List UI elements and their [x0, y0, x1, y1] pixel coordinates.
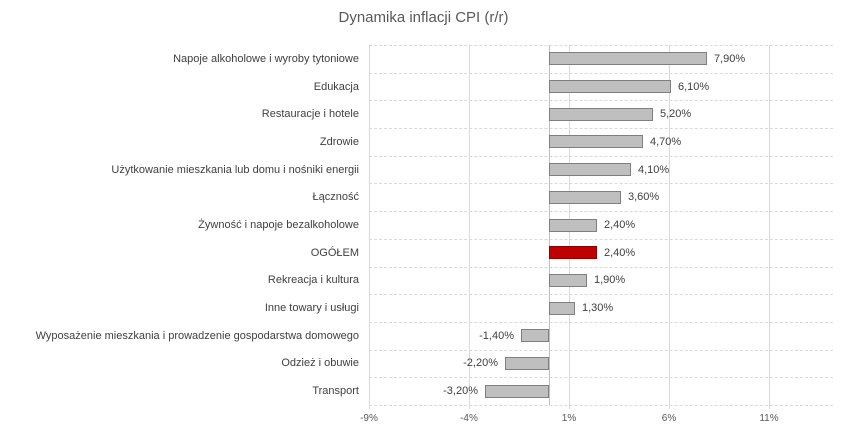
category-label: Edukacja — [313, 81, 359, 93]
category-label: Użytkowanie mieszkania lub domu i nośnik… — [111, 164, 359, 176]
x-gridline — [369, 45, 370, 405]
row-separator-gridline — [369, 73, 833, 74]
bar — [549, 274, 587, 287]
value-label: 4,10% — [638, 164, 670, 176]
x-axis-tick-label: 11% — [759, 413, 779, 424]
bar — [505, 357, 549, 370]
x-axis-tick-label: -4% — [460, 413, 478, 424]
x-axis-tick-label: 1% — [561, 413, 577, 424]
category-label: Żywność i napoje bezalkoholowe — [198, 219, 359, 231]
row-separator-gridline — [369, 294, 833, 295]
row-separator-gridline — [369, 211, 833, 212]
bar — [549, 219, 597, 232]
value-label: 3,60% — [628, 191, 660, 203]
value-label: -2,20% — [463, 357, 498, 369]
value-label: 5,20% — [660, 108, 692, 120]
bar — [521, 329, 549, 342]
category-label: Wyposażenie mieszkania i prowadzenie gos… — [35, 330, 359, 342]
row-separator-gridline — [369, 128, 833, 129]
row-separator-gridline — [369, 267, 833, 268]
value-label: 1,90% — [594, 274, 626, 286]
chart-title: Dynamika inflacji CPI (r/r) — [338, 9, 509, 26]
x-axis-tick-label: 6% — [661, 413, 677, 424]
row-separator-gridline — [369, 377, 833, 378]
x-axis-tick-mark — [769, 405, 770, 409]
bar — [549, 80, 671, 93]
bar — [549, 52, 707, 65]
row-separator-gridline — [369, 239, 833, 240]
category-label: Napoje alkoholowe i wyroby tytoniowe — [173, 53, 359, 65]
bar — [549, 302, 575, 315]
bar — [485, 385, 549, 398]
row-separator-gridline — [369, 45, 833, 46]
value-label: 4,70% — [650, 136, 682, 148]
value-label: 1,30% — [582, 302, 614, 314]
value-label: 2,40% — [604, 247, 636, 259]
value-label: 7,90% — [714, 53, 746, 65]
bar-total-highlighted — [549, 246, 597, 259]
x-axis-tick-label: -9% — [360, 413, 378, 424]
row-separator-gridline — [369, 156, 833, 157]
category-label: Łączność — [312, 191, 359, 203]
row-separator-gridline — [369, 183, 833, 184]
row-separator-gridline — [369, 405, 833, 406]
category-label: Rekreacja i kultura — [267, 274, 359, 286]
bar — [549, 163, 631, 176]
x-axis-tick-mark — [569, 405, 570, 409]
value-label: 6,10% — [678, 81, 710, 93]
x-axis-tick-mark — [469, 405, 470, 409]
bar — [549, 191, 621, 204]
x-gridline — [669, 45, 670, 405]
value-label: 2,40% — [604, 219, 636, 231]
x-gridline — [469, 45, 470, 405]
category-label: Inne towary i usługi — [264, 302, 359, 314]
category-label: OGÓŁEM — [310, 247, 359, 259]
value-label: -1,40% — [479, 330, 514, 342]
row-separator-gridline — [369, 322, 833, 323]
category-label: Zdrowie — [319, 136, 359, 148]
category-label: Odzież i obuwie — [281, 357, 359, 369]
row-separator-gridline — [369, 350, 833, 351]
category-label: Restauracje i hotele — [261, 108, 359, 120]
bar — [549, 108, 653, 121]
bar — [549, 135, 643, 148]
plot-area: 7,90% 6,10% 5,20% 4,70% 4,10% 3,60% 2,40% 2,40%… — [369, 45, 833, 409]
value-label: -3,20% — [443, 385, 478, 397]
row-separator-gridline — [369, 100, 833, 101]
x-gridline — [769, 45, 770, 405]
x-axis-tick-mark — [369, 405, 370, 409]
x-axis-tick-mark — [669, 405, 670, 409]
category-label: Transport — [312, 385, 359, 397]
